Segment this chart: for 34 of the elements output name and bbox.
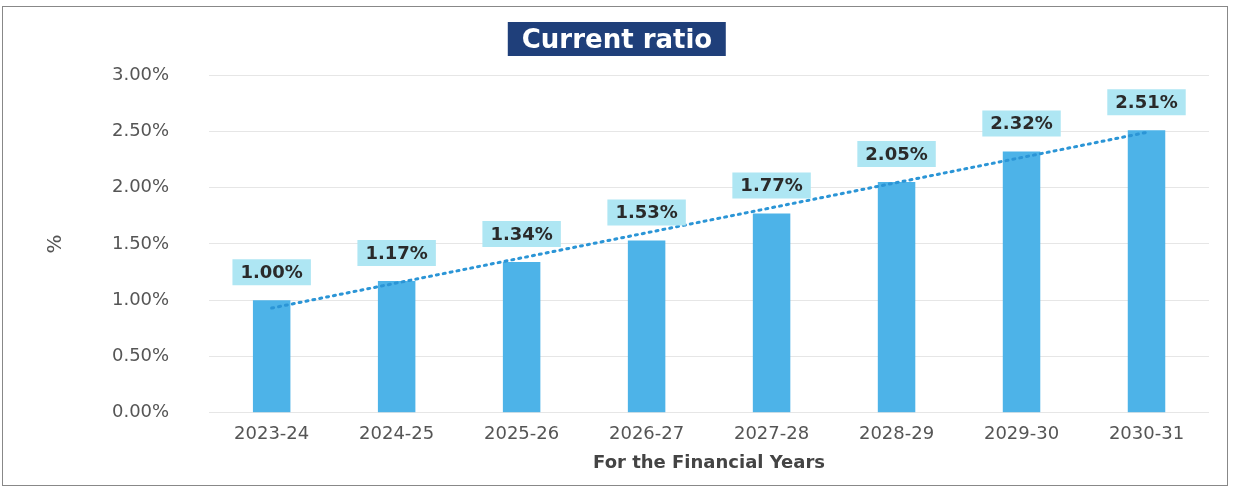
bar bbox=[1002, 151, 1041, 413]
bar bbox=[877, 181, 916, 413]
x-tick-label: 2027-28 bbox=[733, 422, 810, 444]
bar bbox=[377, 281, 416, 413]
data-label: 1.00% bbox=[240, 260, 303, 282]
x-tick-label: 2023-24 bbox=[234, 422, 310, 444]
y-tick-label: 1.50% bbox=[111, 231, 170, 253]
y-tick-label: 0.00% bbox=[111, 400, 170, 422]
bar bbox=[252, 300, 291, 413]
y-tick-label: 1.00% bbox=[111, 287, 170, 309]
data-label: 1.53% bbox=[615, 201, 678, 223]
x-tick-label: 2026-27 bbox=[608, 422, 685, 444]
bar bbox=[1127, 130, 1166, 413]
bar bbox=[627, 240, 666, 413]
bar bbox=[502, 261, 541, 413]
y-tick-label: 2.50% bbox=[111, 118, 170, 140]
data-label: 1.34% bbox=[490, 222, 553, 244]
x-axis-title: For the Financial Years bbox=[593, 450, 826, 472]
y-tick-label: 2.00% bbox=[111, 175, 170, 197]
data-label: 1.17% bbox=[365, 241, 428, 263]
data-label: 2.05% bbox=[865, 142, 928, 164]
chart-title: Current ratio bbox=[507, 22, 727, 56]
x-tick-label: 2028-29 bbox=[858, 422, 935, 444]
data-label: 2.51% bbox=[1115, 90, 1178, 112]
y-axis-title: % bbox=[42, 234, 67, 254]
data-label: 2.32% bbox=[990, 112, 1053, 134]
x-tick-label: 2029-30 bbox=[983, 422, 1060, 444]
data-label: 1.77% bbox=[740, 174, 803, 196]
x-tick-label: 2025-26 bbox=[484, 422, 560, 444]
y-tick-label: 0.50% bbox=[111, 344, 170, 366]
x-tick-label: 2030-31 bbox=[1108, 422, 1185, 444]
bar bbox=[752, 213, 791, 413]
x-tick-label: 2024-25 bbox=[359, 422, 435, 444]
y-tick-label: 3.00% bbox=[111, 62, 170, 84]
